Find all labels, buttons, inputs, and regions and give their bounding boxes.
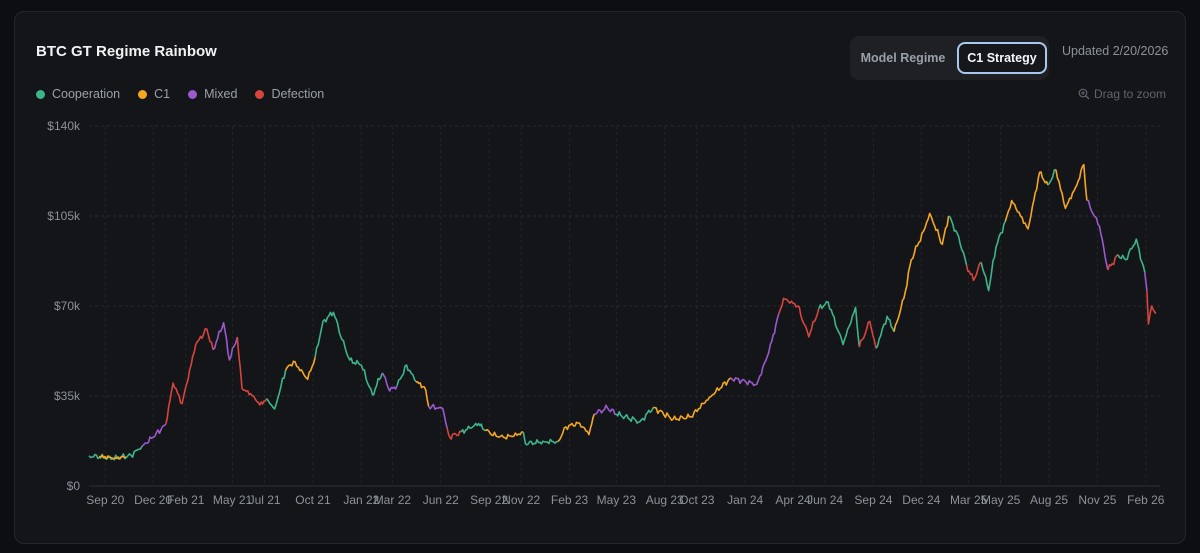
c1-strategy-button[interactable]: C1 Strategy xyxy=(957,42,1047,74)
series-line-defection xyxy=(858,320,877,349)
y-tick-label: $70k xyxy=(54,299,81,313)
updated-timestamp: Updated 2/20/2026 xyxy=(1062,44,1169,58)
x-tick-label: Jun 22 xyxy=(423,493,459,507)
x-tick-label: Jan 24 xyxy=(727,493,763,507)
x-tick-label: Aug 25 xyxy=(1030,493,1068,507)
x-tick-label: May 25 xyxy=(981,493,1021,507)
series-line-cooperation xyxy=(980,220,1007,292)
y-tick-label: $140k xyxy=(47,119,81,133)
series-line-c1 xyxy=(415,381,430,407)
series-line-mixed xyxy=(1086,199,1109,271)
x-tick-label: Mar 25 xyxy=(950,493,988,507)
series-line-c1 xyxy=(893,212,950,332)
x-tick-label: Sep 24 xyxy=(854,493,892,507)
series-line-cooperation xyxy=(396,364,417,386)
series-line-defection xyxy=(965,261,982,282)
chart-title: BTC GT Regime Rainbow xyxy=(36,43,217,60)
series-line-cooperation xyxy=(1117,238,1146,273)
legend-label: C1 xyxy=(154,87,171,101)
zoom-hint-label: Drag to zoom xyxy=(1094,87,1167,101)
series-line-cooperation xyxy=(948,215,968,266)
x-tick-label: Feb 26 xyxy=(1127,493,1165,507)
series-line-cooperation xyxy=(818,300,861,348)
model-regime-button[interactable]: Model Regime xyxy=(860,51,946,65)
series-line-defection xyxy=(778,297,820,338)
legend-dot xyxy=(188,89,198,99)
series-line-defection xyxy=(236,336,268,406)
x-tick-label: Dec 24 xyxy=(902,493,940,507)
x-tick-label: Jul 21 xyxy=(249,493,281,507)
series-line-c1 xyxy=(484,428,524,440)
series-line-c1 xyxy=(1055,163,1088,210)
series-line-cooperation xyxy=(1047,168,1056,186)
legend-item-cooperation[interactable]: Cooperation xyxy=(36,87,120,101)
series-line-mixed xyxy=(212,321,239,361)
series-line-c1 xyxy=(557,413,596,443)
series-line-mixed xyxy=(427,403,448,429)
view-toggle: Model Regime C1 Strategy xyxy=(850,36,1049,80)
legend-label: Cooperation xyxy=(52,87,121,101)
x-tick-label: Oct 23 xyxy=(679,493,715,507)
series-line-mixed xyxy=(730,313,780,387)
y-tick-label: $105k xyxy=(47,209,81,223)
legend-label: Mixed xyxy=(204,87,238,101)
x-tick-label: Sep 22 xyxy=(470,493,508,507)
series-line-cooperation xyxy=(875,315,895,349)
series-line-c1 xyxy=(98,454,127,460)
zoom-hint: Drag to zoom xyxy=(1078,87,1166,101)
series-line-mixed xyxy=(594,404,617,416)
series-line-defection xyxy=(1146,290,1157,325)
x-tick-label: Dec 20 xyxy=(134,493,172,507)
series-line-defection xyxy=(446,427,462,440)
series-line-cooperation xyxy=(314,311,384,396)
x-tick-label: Jan 22 xyxy=(343,493,379,507)
legend-label: Defection xyxy=(271,87,325,101)
series-line-defection xyxy=(1107,253,1119,271)
x-tick-label: Nov 22 xyxy=(502,493,540,507)
series-line-cooperation xyxy=(460,422,486,434)
x-tick-label: Feb 23 xyxy=(551,493,589,507)
y-tick-label: $35k xyxy=(54,389,81,403)
series-line-mixed xyxy=(1144,272,1148,291)
legend-item-mixed[interactable]: Mixed xyxy=(188,87,237,101)
legend: Cooperation C1 Mixed Defection xyxy=(36,87,342,101)
x-tick-label: Aug 23 xyxy=(646,493,684,507)
legend-dot xyxy=(255,89,265,99)
x-tick-label: Apr 24 xyxy=(775,493,811,507)
series-line-cooperation xyxy=(615,407,654,424)
series-line-cooperation xyxy=(266,370,287,410)
y-tick-label: $0 xyxy=(67,479,81,493)
series-line-mixed xyxy=(381,372,398,392)
series-line-cooperation xyxy=(522,431,559,446)
x-tick-label: Sep 20 xyxy=(86,493,124,507)
x-tick-label: May 21 xyxy=(213,493,253,507)
legend-dot xyxy=(36,89,45,99)
x-tick-label: Oct 21 xyxy=(295,493,331,507)
series-line-c1 xyxy=(1004,171,1049,230)
x-tick-label: Nov 25 xyxy=(1078,493,1116,507)
x-tick-label: Mar 22 xyxy=(374,493,412,507)
x-tick-label: May 23 xyxy=(597,493,637,507)
x-tick-label: Feb 21 xyxy=(167,493,205,507)
x-tick-label: Jun 24 xyxy=(807,493,843,507)
legend-item-defection[interactable]: Defection xyxy=(255,87,324,101)
legend-dot xyxy=(138,89,148,99)
series-line-c1 xyxy=(284,357,316,381)
zoom-in-icon xyxy=(1078,88,1090,100)
legend-item-c1[interactable]: C1 xyxy=(138,87,170,101)
series-line-mixed xyxy=(141,423,167,447)
series-line-c1 xyxy=(653,377,732,422)
series-line-defection xyxy=(165,328,214,425)
